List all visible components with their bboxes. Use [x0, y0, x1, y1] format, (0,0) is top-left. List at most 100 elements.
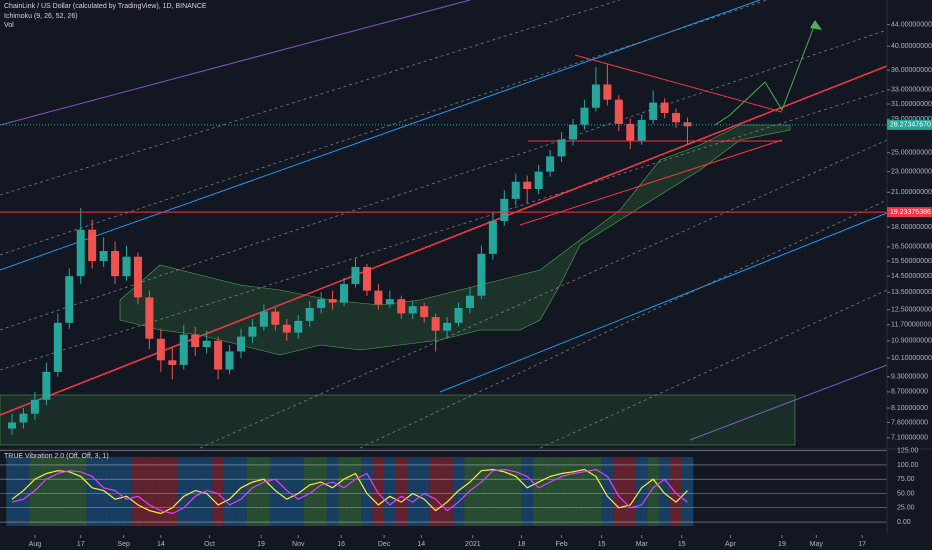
candle-body [672, 112, 681, 123]
zone-band [658, 457, 671, 526]
price-pane [0, 64, 887, 435]
zone-band [395, 457, 408, 526]
candle-body [614, 99, 623, 124]
indicator-label: TRUE Vibration 2.0 (Off, Off, 3, 1) [4, 453, 109, 460]
candle-body [236, 336, 246, 352]
time-tick-label: 14 [417, 541, 425, 548]
price-tick-label: 18.00000000 [891, 224, 932, 231]
osc-tick-label: 0.00 [897, 519, 911, 526]
price-tick-label: 36.00000000 [891, 67, 932, 74]
osc-line [11, 468, 688, 515]
zone-band [613, 457, 625, 526]
time-tick-label: Nov [292, 541, 305, 548]
zone-band [315, 457, 327, 526]
zone-band [624, 457, 636, 526]
zone-band [578, 457, 591, 526]
candle-body [191, 334, 200, 348]
price-tick-label: 12.50000000 [891, 307, 932, 314]
candle-body [477, 253, 486, 296]
candle-body [420, 306, 429, 318]
time-tick-label: 19 [257, 541, 265, 548]
zone-band [590, 457, 602, 526]
indicator-pane [0, 450, 887, 526]
zone-band [372, 457, 385, 526]
candle-body [317, 299, 326, 308]
candle-body [660, 102, 669, 113]
zone-band [349, 457, 362, 526]
price-tick-label: 44.00000000 [891, 22, 932, 29]
candle-body [626, 123, 635, 141]
candle-body [465, 295, 474, 308]
price-tick-label: 29.00000000 [891, 116, 932, 123]
candle-body [511, 181, 520, 199]
candle-body [385, 299, 394, 305]
candle-body [580, 107, 589, 125]
zone-band [361, 457, 373, 526]
volume-zone [0, 394, 796, 446]
zone-band [521, 457, 533, 526]
candle-body [649, 102, 658, 120]
time-tick-label: 2021 [465, 541, 481, 548]
candle-body [431, 317, 440, 331]
candle-body [30, 399, 39, 414]
candle-body [443, 322, 452, 331]
zone-band [555, 457, 568, 526]
time-tick-label: Sep [117, 541, 130, 548]
indicator-label: Ichimoku (9, 26, 52, 26) [4, 13, 78, 20]
price-tick-label: 40.00000000 [891, 43, 932, 50]
candle-body [42, 371, 51, 400]
zone-band [74, 457, 87, 526]
price-tick-label: 23.00000000 [891, 168, 932, 175]
candle-body [202, 340, 211, 348]
candle-body [248, 326, 257, 337]
candle-body [65, 276, 74, 323]
price-tick-label: 14.50000000 [891, 273, 932, 280]
zone-band [532, 457, 545, 526]
price-tick-label: 15.50000000 [891, 258, 932, 265]
drawings [0, 0, 888, 449]
time-tick-label: Feb [556, 541, 568, 548]
price-tick-label: 7.10000000 [891, 435, 928, 442]
channel-purple [0, 0, 471, 126]
osc-tick-label: 125.00 [897, 448, 919, 455]
zone-band [86, 457, 98, 526]
zone-band [212, 457, 224, 526]
candle-body [500, 198, 509, 221]
trendline [0, 65, 888, 416]
price-tick-label: 10.10000000 [891, 355, 932, 362]
candle-body [408, 306, 417, 314]
trendline [519, 139, 783, 226]
price-label: 19.23375386 [890, 209, 931, 216]
symbol-title: ChainLink / US Dollar (calculated by Tra… [4, 3, 207, 10]
candle-body [569, 124, 578, 140]
candle-body [214, 340, 223, 370]
ichimoku-cloud [119, 124, 791, 356]
zone-band [189, 457, 201, 526]
price-tick-label: 8.70000000 [891, 389, 928, 396]
price-tick-label: 9.30000000 [891, 374, 928, 381]
candle-body [546, 156, 555, 172]
candle-body [374, 290, 383, 305]
zone-band [109, 457, 121, 526]
candle-body [591, 84, 600, 108]
candle-body [397, 299, 406, 314]
time-tick-label: Mar [636, 541, 649, 548]
candle-body [351, 266, 360, 285]
time-tick-label: 15 [678, 541, 686, 548]
price-tick-label: 8.10000000 [891, 405, 928, 412]
zone-band [246, 457, 259, 526]
price-tick-label: 13.50000000 [891, 289, 932, 296]
channel-purple [689, 364, 888, 441]
candle-body [168, 360, 177, 365]
candle-body [282, 324, 291, 333]
zone-band [178, 457, 190, 526]
zone-band [418, 457, 430, 526]
zone-band [338, 457, 350, 526]
zone-band [40, 457, 53, 526]
candle-body [133, 256, 142, 298]
projection-arrow [810, 20, 822, 30]
zone-band [510, 457, 522, 526]
candle-body [259, 311, 268, 327]
price-tick-label: 33.00000000 [891, 87, 932, 94]
